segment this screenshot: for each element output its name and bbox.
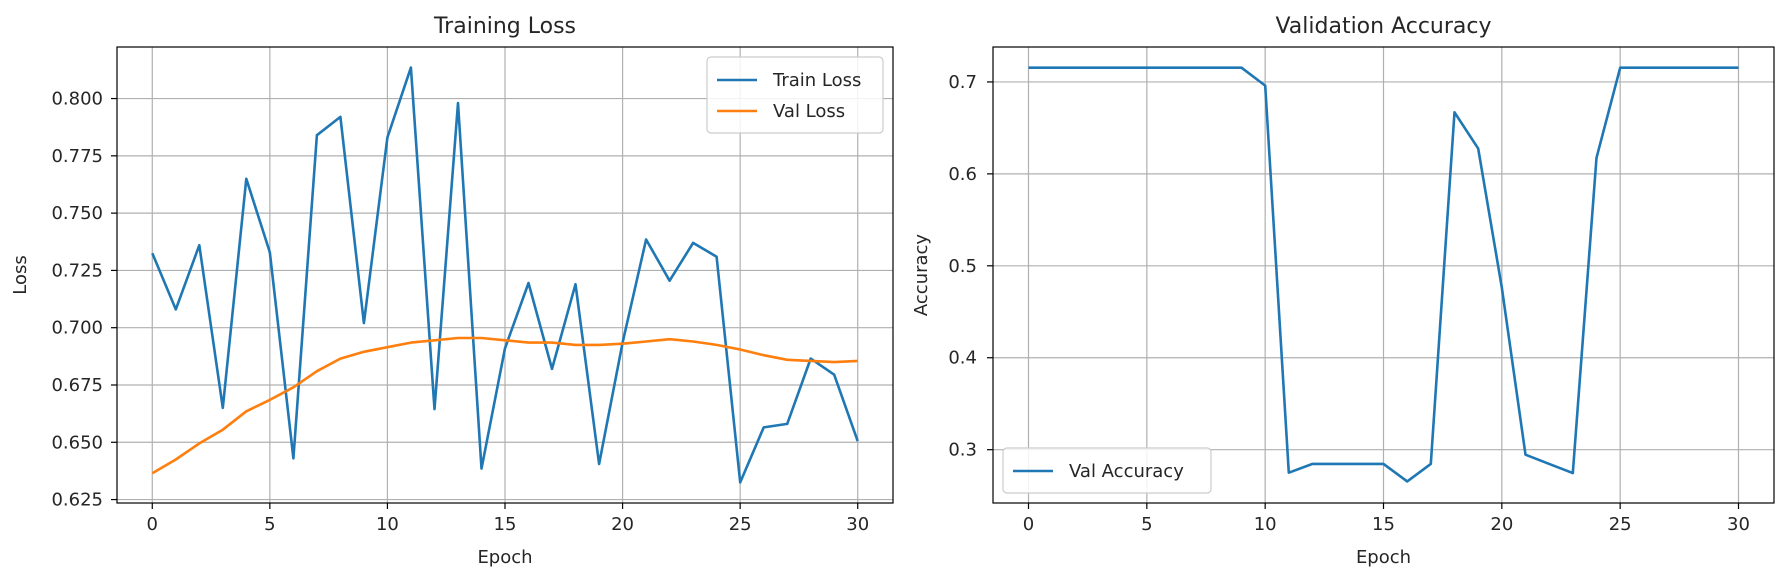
y-tick-label: 0.4 (948, 348, 977, 369)
x-tick-label: 30 (1727, 514, 1750, 535)
x-tick-label: 0 (1023, 514, 1034, 535)
y-tick-label: 0.700 (51, 318, 103, 339)
x-tick-label: 10 (1254, 514, 1277, 535)
legend-box (1002, 447, 1212, 494)
x-tick-label: 20 (1490, 514, 1513, 535)
chart-panel-2: 0 5 10 15 20 25 30 0.3 0.4 0.5 0.6 0.7 Validation Ac… (911, 14, 1775, 568)
x-axis-label: Epoch (1356, 547, 1411, 568)
y-tick-label: 0.5 (948, 256, 977, 277)
x-tick-label: 15 (494, 514, 517, 535)
legend-label: Val Accuracy (1069, 461, 1184, 482)
legend-box (706, 56, 884, 134)
y-tick-label: 0.725 (51, 260, 103, 281)
legend-label: Val Loss (773, 101, 845, 122)
y-tick-label: 0.800 (51, 89, 103, 110)
y-tick-label: 0.3 (948, 440, 977, 461)
series-line-train-loss (151, 66, 859, 484)
y-tick-label: 0.750 (51, 203, 103, 224)
legend: Train Loss Val Loss (706, 56, 884, 134)
x-tick-label: 20 (611, 514, 634, 535)
chart-panel-1: 0 5 10 15 20 25 30 0.625 0.650 0.675 0.700 0.725 0.7… (10, 14, 894, 568)
legend: Val Accuracy (1002, 447, 1212, 494)
series-line-val-loss (151, 336, 858, 475)
y-tick-label: 0.650 (51, 432, 103, 453)
legend-label: Train Loss (772, 70, 861, 91)
y-tick-label: 0.675 (51, 375, 103, 396)
x-tick-label: 25 (1609, 514, 1632, 535)
y-axis-label: Accuracy (911, 234, 932, 317)
chart-title: Training Loss (433, 14, 576, 39)
chart-title: Validation Accuracy (1275, 14, 1491, 39)
x-tick-label: 30 (846, 514, 869, 535)
y-tick-label: 0.6 (948, 164, 977, 185)
y-axis-label: Loss (10, 255, 31, 294)
x-axis-label: Epoch (477, 547, 532, 568)
y-tick-label: 0.7 (948, 72, 977, 93)
x-tick-label: 0 (147, 514, 158, 535)
x-tick-label: 5 (1141, 514, 1152, 535)
x-tick-label: 5 (264, 514, 275, 535)
x-tick-label: 10 (376, 514, 399, 535)
y-tick-label: 0.775 (51, 146, 103, 167)
y-tick-label: 0.625 (51, 490, 103, 511)
x-tick-label: 25 (729, 514, 752, 535)
series-line-val-accuracy (1028, 66, 1739, 483)
x-tick-label: 15 (1372, 514, 1395, 535)
